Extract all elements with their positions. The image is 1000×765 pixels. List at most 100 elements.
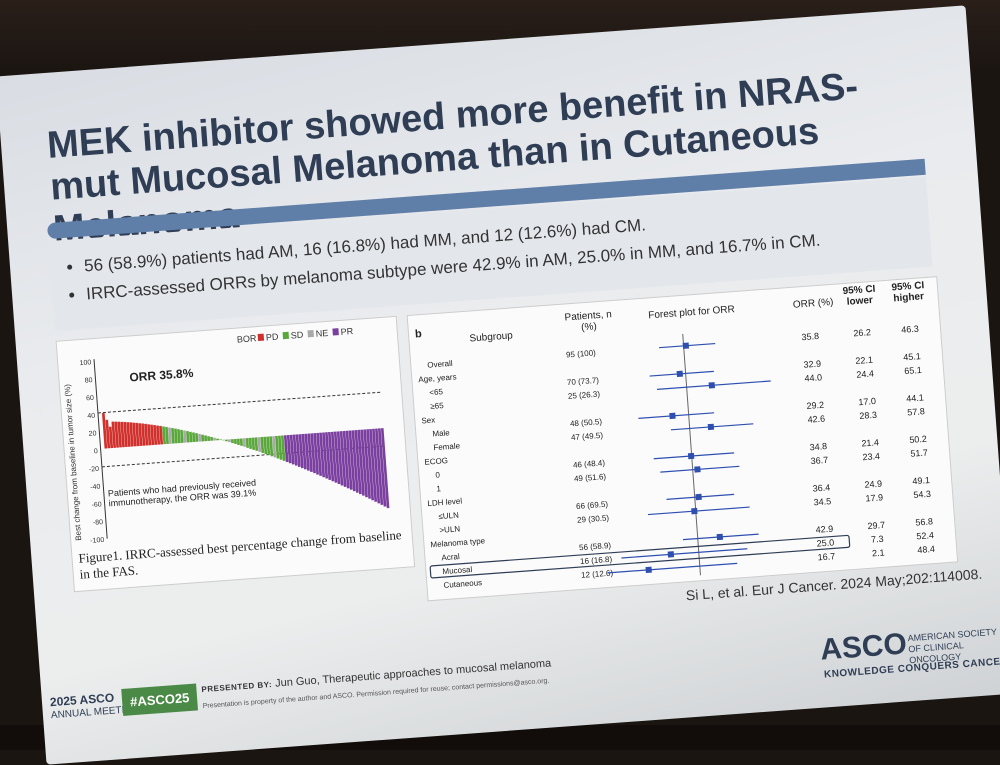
ci-higher-value: 49.1 xyxy=(912,475,930,486)
y-tick-label: -100 xyxy=(90,537,105,545)
ci-lower-value: 17.0 xyxy=(858,396,876,407)
waterfall-bar xyxy=(183,430,187,443)
y-axis-label: Best change from baseline in tumor size … xyxy=(63,384,83,542)
legend-swatch xyxy=(332,328,339,336)
waterfall-bar xyxy=(233,438,237,445)
waterfall-bar xyxy=(123,421,128,448)
ci-higher-value: 54.3 xyxy=(913,489,931,500)
waterfall-bar xyxy=(333,431,341,485)
waterfall-bar xyxy=(117,421,122,448)
legend-label: PR xyxy=(340,326,354,337)
ci-higher-value: 44.1 xyxy=(906,392,924,403)
waterfall-bar xyxy=(330,431,338,483)
forest-rows: Overall 95 (100) 35.8 26.2 46.3 Age, years <65… xyxy=(418,324,935,590)
waterfall-bar xyxy=(162,426,167,445)
ci-lower-value: 26.2 xyxy=(853,327,871,338)
waterfall-bar xyxy=(263,436,268,455)
y-tick-label: 20 xyxy=(88,430,96,438)
waterfall-bar xyxy=(377,428,387,507)
waterfall-bar xyxy=(213,437,216,441)
waterfall-bar xyxy=(339,431,347,487)
header-orr: ORR (%) xyxy=(793,297,834,311)
waterfall-bar xyxy=(348,430,356,492)
waterfall-bar xyxy=(304,433,310,471)
waterfall-bar xyxy=(372,428,381,504)
waterfall-bar xyxy=(278,435,283,460)
subgroup-label: <65 xyxy=(429,387,444,397)
legend-label: PD xyxy=(266,332,280,343)
orr-marker xyxy=(691,507,698,515)
waterfall-bar xyxy=(219,439,222,441)
ci-line xyxy=(621,548,748,559)
waterfall-bar xyxy=(230,439,234,444)
ci-lower-value: 24.9 xyxy=(864,479,882,490)
patients-value: 49 (51.6) xyxy=(574,472,607,483)
panel-label: b xyxy=(415,328,423,340)
ci-line xyxy=(638,412,715,419)
waterfall-bar xyxy=(375,428,384,506)
subgroup-label: ECOG xyxy=(424,456,448,467)
waterfall-bar xyxy=(120,421,125,448)
waterfall-bars xyxy=(101,412,390,509)
orr-value: 42.9 xyxy=(815,524,833,535)
ci-lower-value: 28.3 xyxy=(859,410,877,421)
waterfall-bar xyxy=(269,436,274,457)
waterfall-bar xyxy=(239,438,243,446)
waterfall-bar xyxy=(307,433,313,472)
waterfall-bar xyxy=(228,439,231,443)
presented-by-label: PRESENTED BY: xyxy=(201,679,273,695)
waterfall-bar xyxy=(254,437,259,451)
legend-swatch xyxy=(257,333,265,342)
waterfall-bar xyxy=(177,429,181,444)
waterfall-bar xyxy=(286,434,292,464)
subgroup-label: 0 xyxy=(435,470,441,479)
orr-marker xyxy=(669,412,676,420)
subgroup-label: ≥65 xyxy=(430,401,444,411)
waterfall-bar xyxy=(171,427,175,444)
waterfall-bar xyxy=(283,435,289,463)
waterfall-bar xyxy=(257,437,262,453)
patients-value: 70 (73.7) xyxy=(567,376,600,387)
orr-value: 42.6 xyxy=(807,414,825,425)
ci-lower-value: 17.9 xyxy=(865,492,883,503)
legend-swatch xyxy=(307,329,314,338)
patients-value: 46 (48.4) xyxy=(573,458,606,469)
subgroup-label: Mucosal xyxy=(442,565,473,576)
waterfall-bar xyxy=(322,432,329,479)
waterfall-bar xyxy=(316,432,323,476)
waterfall-bar xyxy=(327,431,335,482)
y-tick-label: -20 xyxy=(89,466,100,474)
orr-value: 44.0 xyxy=(804,372,822,383)
ci-lower-value: 21.4 xyxy=(861,437,879,448)
patients-value: 29 (30.5) xyxy=(577,513,610,524)
ci-higher-value: 56.8 xyxy=(915,516,933,527)
ci-higher-value: 52.4 xyxy=(916,530,934,541)
waterfall-bar xyxy=(168,427,172,444)
patients-value: 95 (100) xyxy=(566,348,597,359)
patients-value: 48 (50.5) xyxy=(570,417,603,428)
y-tick-label: 100 xyxy=(79,359,91,367)
waterfall-bar xyxy=(189,431,193,443)
waterfall-bar xyxy=(248,437,253,449)
reference-line-plus20 xyxy=(97,391,382,414)
orr-marker xyxy=(682,342,690,349)
waterfall-bar xyxy=(342,430,350,489)
y-axis-line xyxy=(93,359,108,539)
subgroup-label: Melanoma type xyxy=(430,536,486,549)
orr-marker xyxy=(687,452,695,460)
subgroup-label: >ULN xyxy=(439,524,461,535)
waterfall-bar xyxy=(363,429,371,499)
waterfall-bar xyxy=(245,438,250,448)
waterfall-bar xyxy=(135,422,140,447)
patients-value: 12 (12.6) xyxy=(581,568,614,579)
projected-slide: MEK inhibitor showed more benefit in NRA… xyxy=(0,5,1000,765)
waterfall-bar xyxy=(101,412,108,449)
waterfall-bar xyxy=(319,432,326,478)
waterfall-figure: BOR PD SD NE PR Best change from baselin… xyxy=(55,315,416,593)
orr-marker xyxy=(667,551,675,558)
subgroup-label: Overall xyxy=(427,359,453,370)
waterfall-bar xyxy=(260,436,265,454)
waterfall-bar xyxy=(153,424,158,445)
waterfall-bar xyxy=(144,423,149,446)
subgroup-label: 1 xyxy=(436,484,442,493)
